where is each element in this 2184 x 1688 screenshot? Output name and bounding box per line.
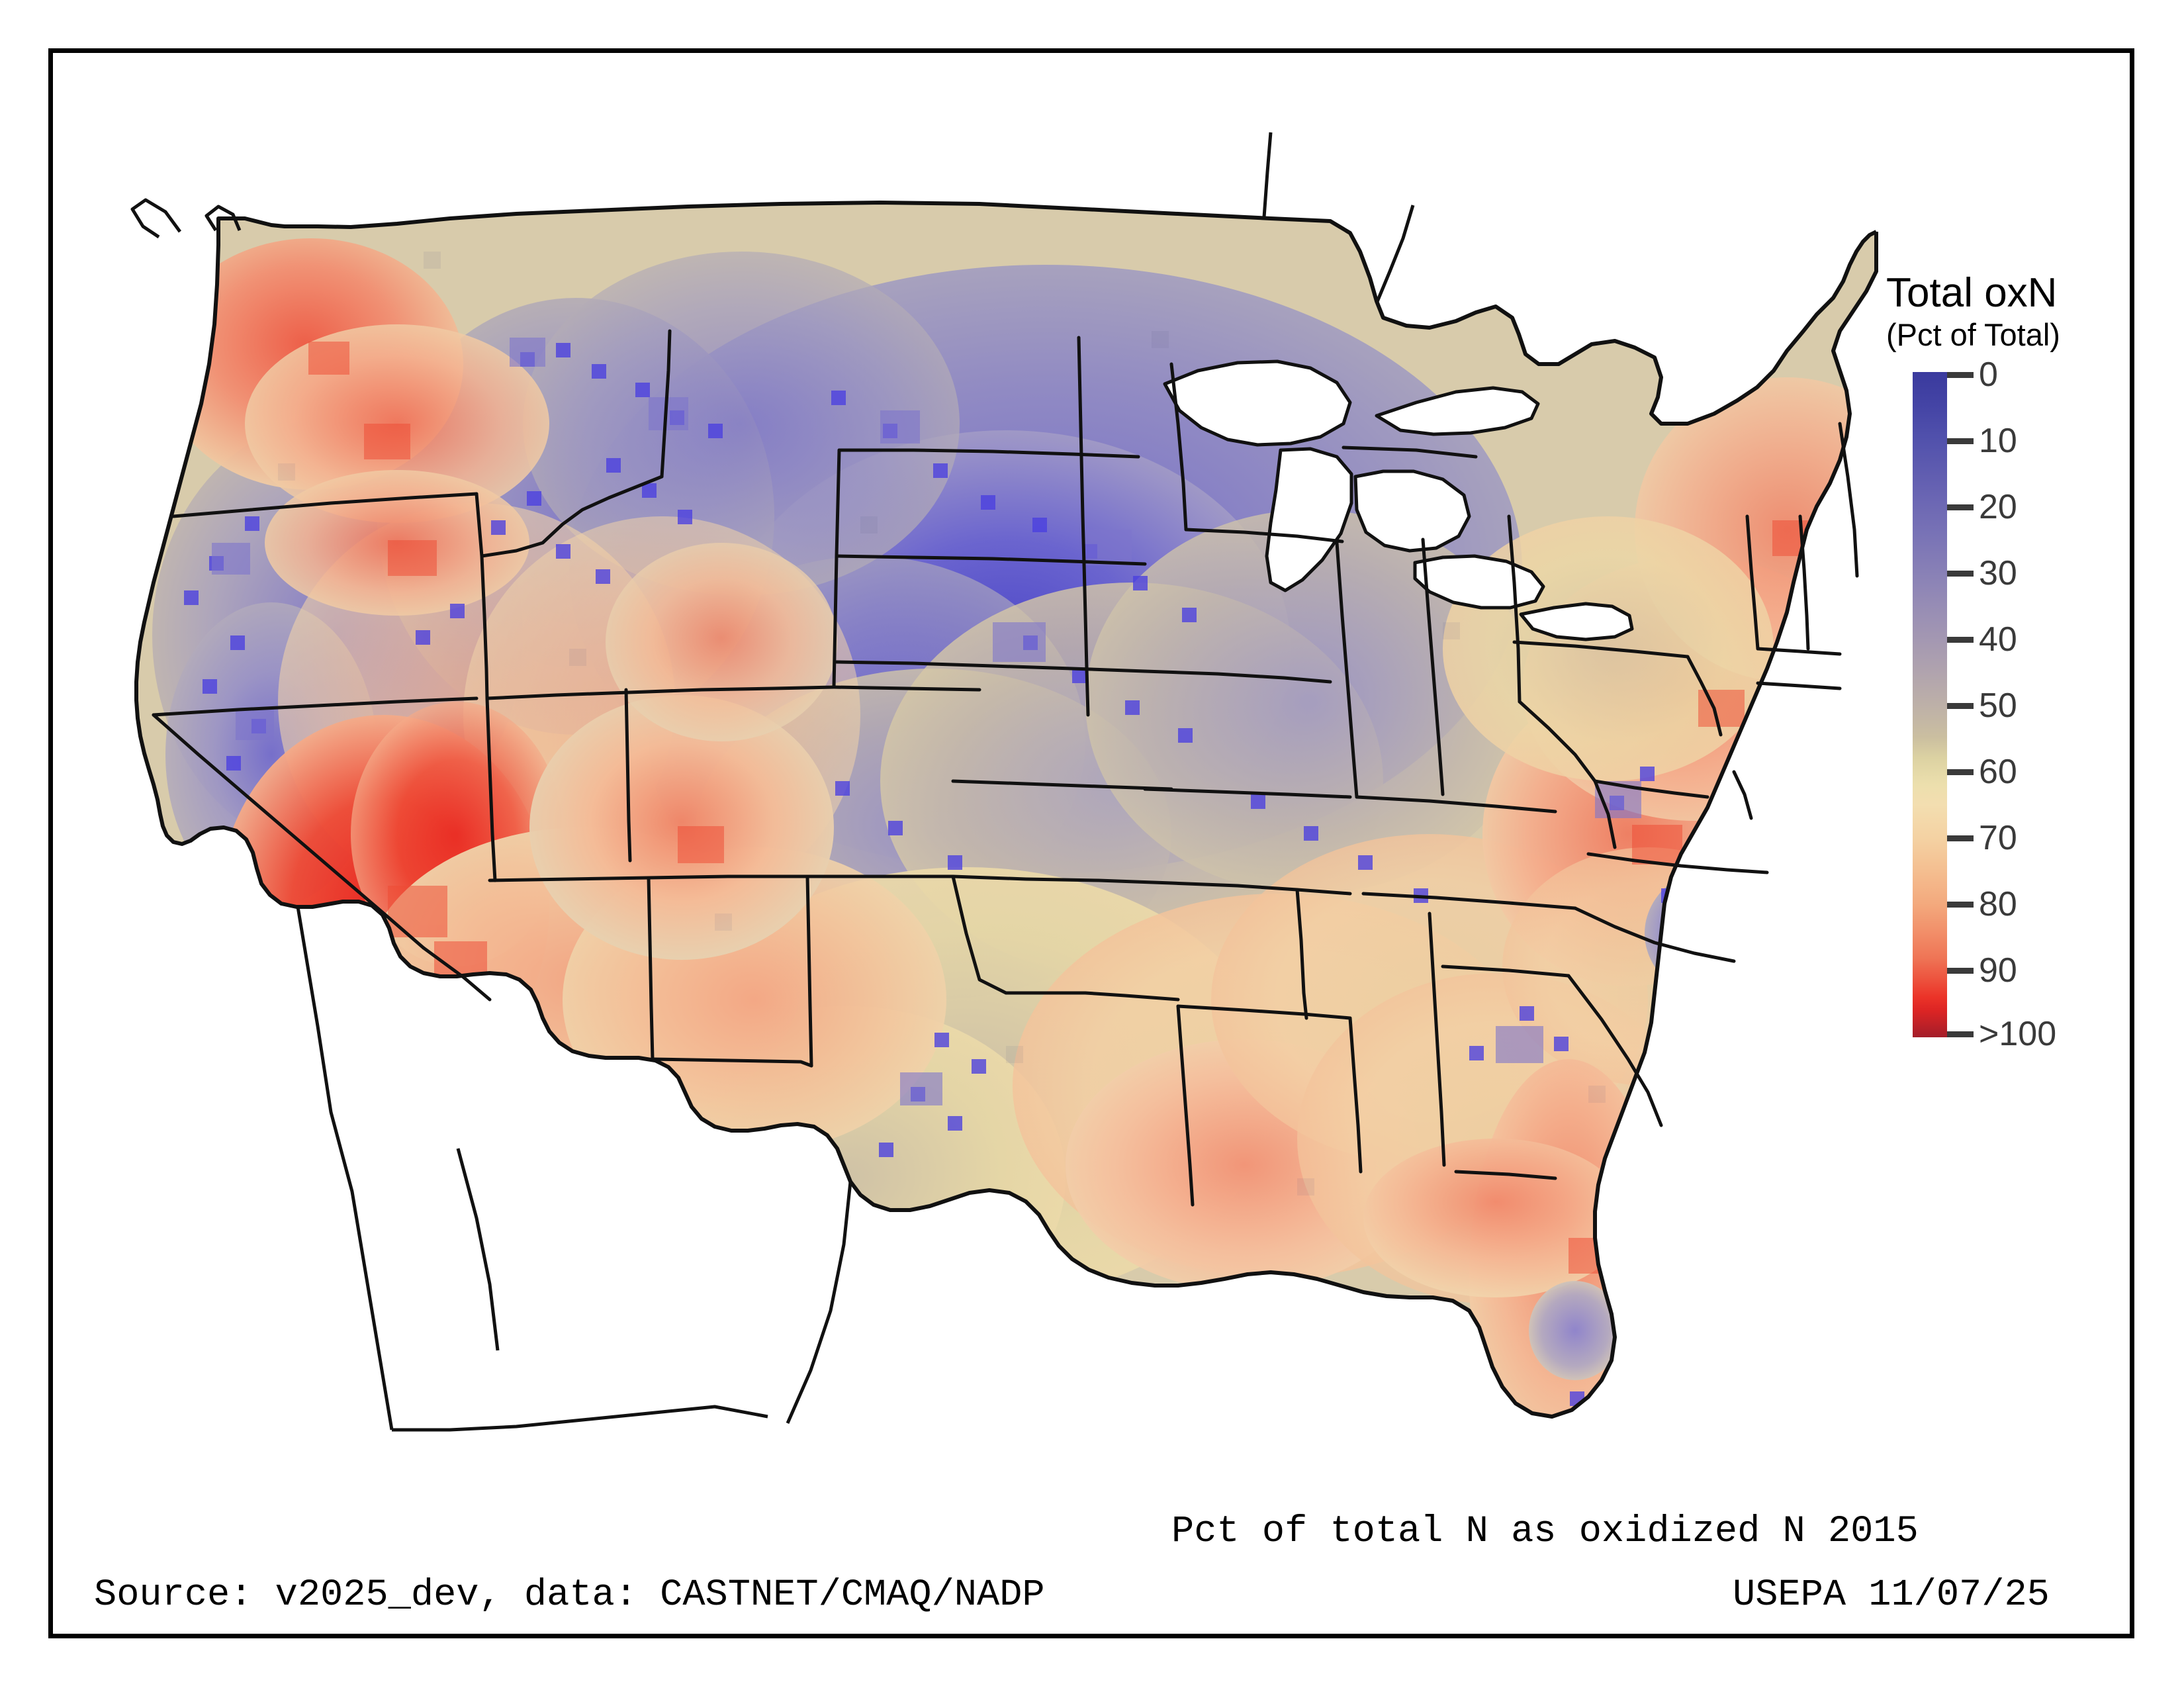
national-boundary	[134, 201, 1878, 1419]
colorbar-label: 90	[1979, 951, 2017, 990]
colorbar-label: 70	[1979, 819, 2017, 857]
us-choropleth-map	[130, 132, 1878, 1432]
region-montana	[523, 252, 960, 596]
colorbar-tick	[1947, 504, 1974, 510]
figure-frame: Total oxN (Pct of Total) 0 10 20 30	[48, 48, 2134, 1638]
colorbar-label: 30	[1979, 554, 2017, 592]
colorbar-tick	[1947, 968, 1974, 974]
source-line: Source: v2025_dev, data: CASTNET/CMAQ/NA…	[94, 1574, 1045, 1617]
anomaly-lake-okeechobee	[1529, 1281, 1621, 1380]
colorbar-gradient	[1913, 372, 1947, 1037]
colorbar-label: 80	[1979, 885, 2017, 923]
choropleth-raster-layer	[136, 203, 1876, 1417]
colorbar-tick	[1947, 438, 1974, 444]
map-legend: Total oxN (Pct of Total) 0 10 20 30	[1886, 271, 2124, 1066]
great-lakes	[1163, 359, 1634, 641]
legend-subtitle: (Pct of Total)	[1886, 317, 2060, 353]
colorbar-tick	[1947, 902, 1974, 908]
colorbar-tick	[1947, 1031, 1974, 1037]
region-great-lakes-states	[1085, 510, 1535, 894]
high-value-pixels	[308, 342, 1817, 1274]
neighbor-country-outlines	[130, 132, 1415, 1432]
colorbar-label: >100	[1979, 1015, 2057, 1053]
colorbar-tick	[1947, 703, 1974, 709]
legend-title: Total oxN	[1886, 270, 2058, 316]
map-canvas	[53, 53, 1880, 1456]
colorbar-label: 20	[1979, 488, 2017, 526]
colorbar-tick	[1947, 372, 1974, 378]
hotspot-wyoming	[606, 543, 837, 741]
mid-low-value-pixels	[212, 338, 1641, 1105]
colorbar-label: 0	[1979, 355, 1998, 394]
colorbar-label: 40	[1979, 620, 2017, 659]
region-carolinas	[1502, 847, 1794, 1086]
state-boundaries	[152, 329, 1859, 1207]
colorbar-label: 60	[1979, 753, 2017, 791]
colorbar-label: 10	[1979, 422, 2017, 460]
colorbar-tick	[1947, 637, 1974, 643]
credit-line: USEPA 11/07/25	[1733, 1574, 2050, 1617]
colorbar-tick	[1947, 571, 1974, 577]
figure-caption: Pct of total N as oxidized N 2015	[1171, 1511, 1919, 1553]
region-north-florida	[1363, 1139, 1628, 1297]
colorbar-label: 50	[1979, 686, 2017, 725]
colorbar-tick	[1947, 835, 1974, 841]
colorbar-tick	[1947, 769, 1974, 775]
colorbar-group: 0 10 20 30 40 50 60 70 80 90 >100	[1913, 357, 2111, 1051]
